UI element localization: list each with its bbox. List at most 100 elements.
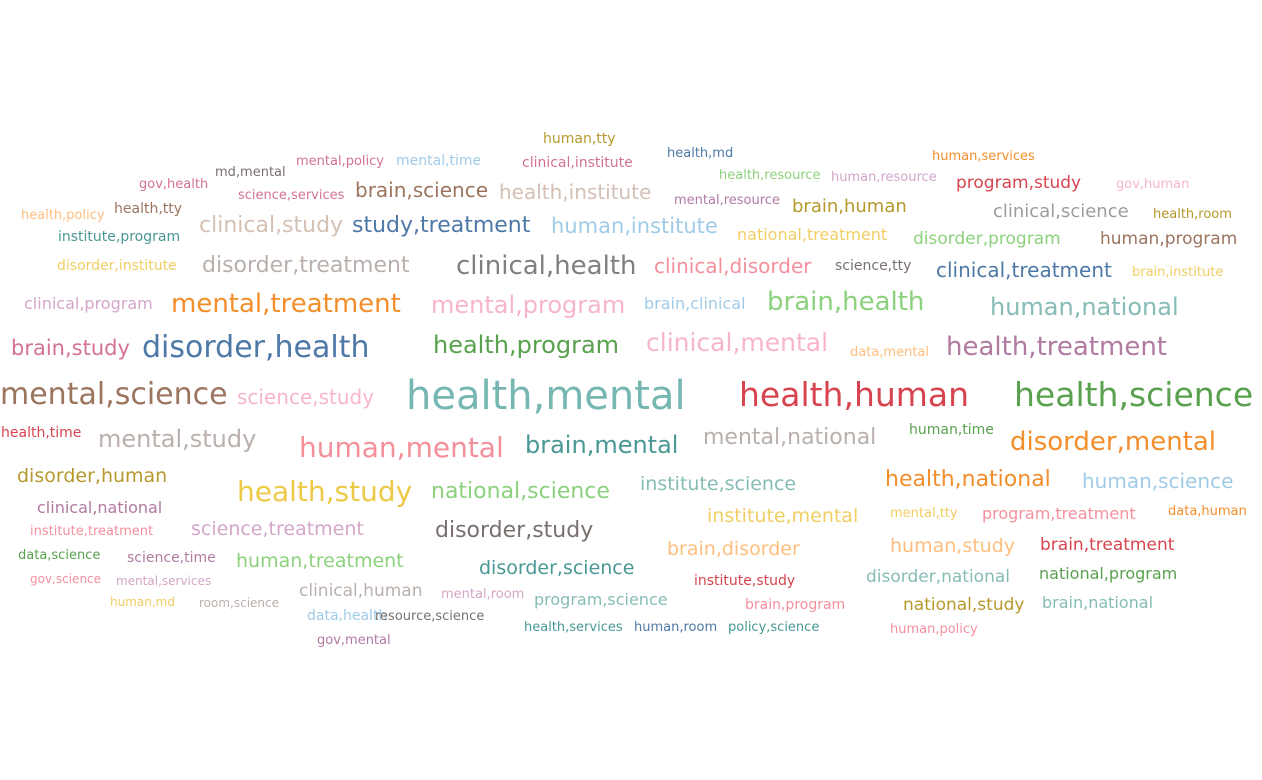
- word-study-treatment: study,treatment: [352, 213, 531, 239]
- word-institute-study: institute,study: [694, 572, 796, 589]
- word-human-national: human,national: [990, 292, 1179, 321]
- word-clinical-mental: clinical,mental: [646, 328, 829, 357]
- word-gov-human: gov,human: [1116, 176, 1190, 192]
- word-brain-mental: brain,mental: [525, 430, 679, 459]
- word-disorder-program: disorder,program: [913, 229, 1061, 250]
- word-gov-health: gov,health: [139, 176, 209, 192]
- word-health-resource: health,resource: [719, 167, 821, 183]
- word-clinical-science: clinical,science: [993, 200, 1129, 222]
- word-human-services: human,services: [932, 148, 1035, 164]
- word-clinical-study: clinical,study: [199, 213, 344, 239]
- word-brain-institute: brain,institute: [1132, 264, 1224, 280]
- word-gov-science: gov,science: [30, 572, 102, 587]
- word-science-time: science,time: [127, 549, 216, 566]
- word-science-services: science,services: [238, 187, 345, 203]
- word-disorder-national: disorder,national: [866, 567, 1011, 588]
- word-clinical-disorder: clinical,disorder: [654, 254, 812, 278]
- word-mental-services: mental,services: [116, 574, 212, 589]
- word-science-tty: science,tty: [835, 257, 912, 274]
- word-health-services: health,services: [524, 619, 623, 635]
- word-brain-national: brain,national: [1042, 593, 1154, 613]
- word-mental-treatment: mental,treatment: [171, 289, 401, 320]
- word-science-study: science,study: [237, 385, 375, 409]
- word-disorder-human: disorder,human: [17, 464, 168, 487]
- word-human-md: human,md: [110, 595, 175, 610]
- word-health-program: health,program: [433, 330, 620, 359]
- word-human-room: human,room: [634, 619, 718, 635]
- word-health-mental: health,mental: [406, 373, 686, 419]
- word-mental-resource: mental,resource: [674, 192, 780, 208]
- word-program-treatment: program,treatment: [982, 504, 1136, 524]
- word-health-institute: health,institute: [499, 180, 652, 204]
- word-program-science: program,science: [534, 590, 668, 610]
- word-human-mental: human,mental: [299, 430, 504, 464]
- word-clinical-treatment: clinical,treatment: [936, 258, 1112, 282]
- word-gov-mental: gov,mental: [317, 632, 391, 648]
- word-health-time: health,time: [1, 424, 82, 441]
- word-institute-program: institute,program: [58, 228, 181, 245]
- word-disorder-science: disorder,science: [479, 556, 635, 579]
- word-disorder-health: disorder,health: [142, 330, 370, 365]
- word-brain-science: brain,science: [355, 178, 489, 202]
- word-institute-mental: institute,mental: [707, 504, 859, 527]
- word-mental-room: mental,room: [441, 586, 525, 602]
- word-health-room: health,room: [1153, 206, 1232, 222]
- word-brain-health: brain,health: [767, 287, 925, 318]
- word-health-science: health,science: [1014, 374, 1254, 414]
- word-health-national: health,national: [885, 467, 1051, 493]
- word-health-policy: health,policy: [21, 207, 105, 223]
- word-mental-time: mental,time: [396, 152, 482, 169]
- word-human-tty: human,tty: [543, 130, 616, 147]
- word-md-mental: md,mental: [215, 164, 286, 180]
- word-brain-disorder: brain,disorder: [667, 537, 800, 560]
- word-health-study: health,study: [237, 474, 413, 508]
- word-human-study: human,study: [890, 534, 1016, 557]
- word-brain-treatment: brain,treatment: [1040, 535, 1175, 556]
- word-human-treatment: human,treatment: [236, 549, 404, 572]
- word-human-time: human,time: [909, 421, 994, 438]
- word-disorder-institute: disorder,institute: [57, 257, 177, 274]
- word-clinical-national: clinical,national: [37, 498, 163, 518]
- word-health-tty: health,tty: [114, 200, 183, 217]
- word-mental-science: mental,science: [0, 377, 228, 412]
- word-mental-national: mental,national: [703, 425, 877, 451]
- word-resource-science: resource,science: [375, 608, 485, 624]
- word-disorder-mental: disorder,mental: [1010, 427, 1217, 458]
- word-disorder-study: disorder,study: [435, 518, 594, 544]
- word-national-study: national,study: [903, 595, 1025, 616]
- word-brain-study: brain,study: [11, 336, 130, 361]
- word-human-science: human,science: [1082, 469, 1234, 493]
- word-brain-human: brain,human: [792, 195, 907, 217]
- word-data-mental: data,mental: [850, 344, 929, 360]
- word-human-institute: human,institute: [551, 214, 718, 239]
- word-institute-science: institute,science: [640, 472, 797, 495]
- word-data-human: data,human: [1168, 503, 1247, 519]
- word-national-program: national,program: [1039, 564, 1178, 584]
- word-clinical-health: clinical,health: [456, 251, 637, 282]
- word-institute-treatment: institute,treatment: [30, 523, 154, 539]
- word-health-md: health,md: [667, 145, 734, 161]
- word-national-science: national,science: [431, 479, 610, 505]
- word-policy-science: policy,science: [728, 619, 820, 635]
- word-data-science: data,science: [18, 547, 101, 563]
- word-human-resource: human,resource: [831, 169, 937, 185]
- word-mental-policy: mental,policy: [296, 153, 384, 169]
- word-brain-clinical: brain,clinical: [644, 294, 746, 314]
- word-clinical-human: clinical,human: [299, 581, 423, 602]
- word-health-treatment: health,treatment: [946, 332, 1167, 363]
- word-national-treatment: national,treatment: [737, 225, 888, 245]
- word-health-human: health,human: [739, 374, 970, 414]
- word-disorder-treatment: disorder,treatment: [202, 253, 410, 279]
- word-mental-study: mental,study: [98, 424, 257, 453]
- word-human-program: human,program: [1100, 229, 1238, 250]
- word-mental-tty: mental,tty: [890, 505, 958, 521]
- word-room-science: room,science: [199, 596, 280, 611]
- word-clinical-program: clinical,program: [24, 294, 153, 314]
- word-brain-program: brain,program: [745, 596, 846, 613]
- word-program-study: program,study: [956, 173, 1082, 194]
- word-science-treatment: science,treatment: [191, 517, 364, 540]
- word-data-health: data,health: [307, 607, 388, 624]
- word-human-policy: human,policy: [890, 621, 978, 637]
- word-clinical-institute: clinical,institute: [522, 154, 633, 171]
